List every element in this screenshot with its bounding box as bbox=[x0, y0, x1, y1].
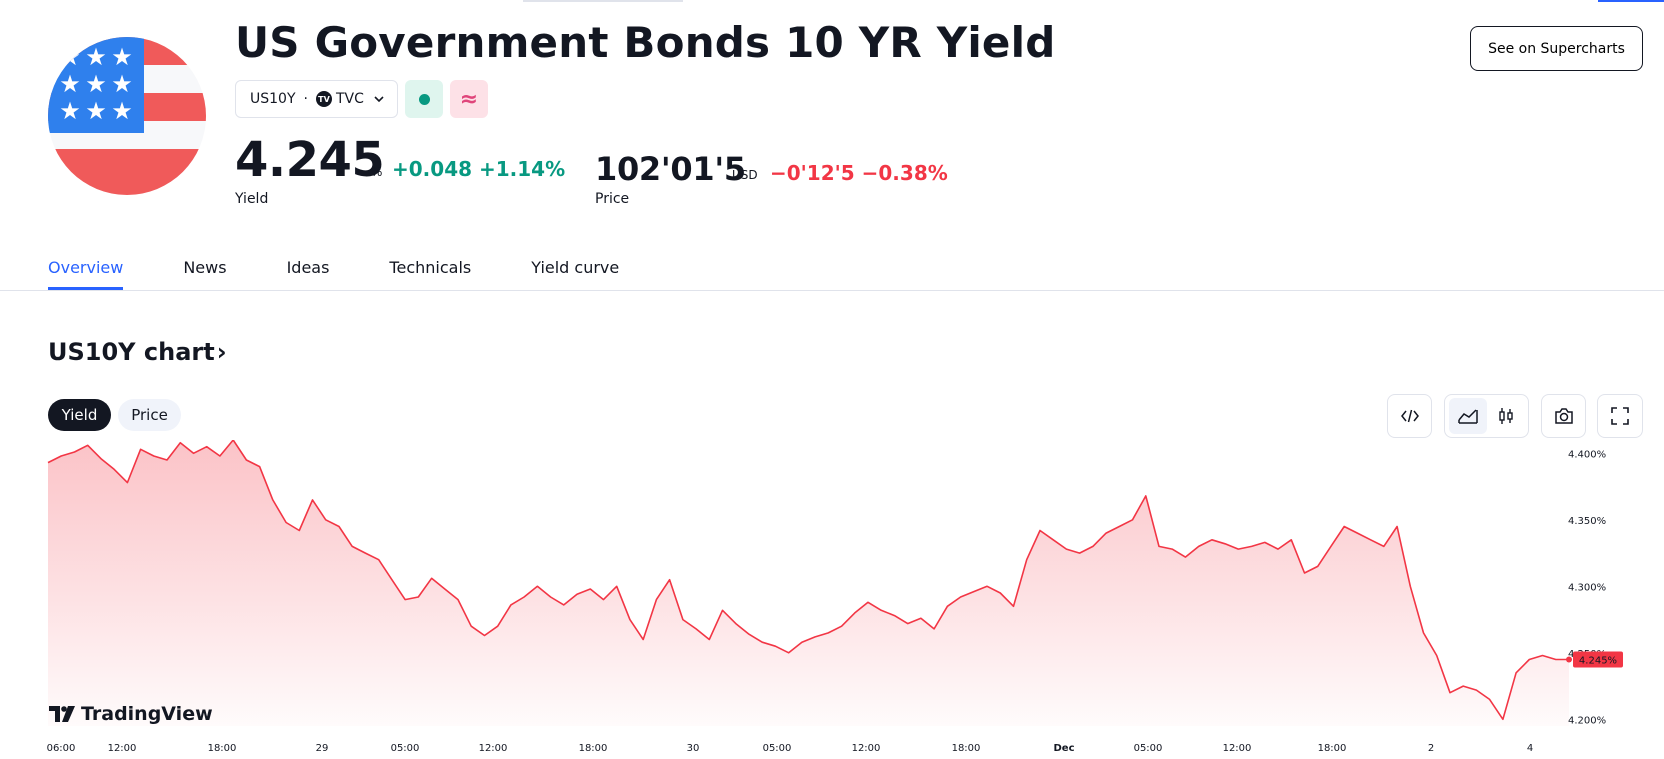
yield-label: Yield bbox=[235, 191, 269, 207]
fullscreen-button[interactable] bbox=[1597, 394, 1643, 438]
x-axis-tick-label: 12:00 bbox=[1223, 743, 1252, 754]
tabs-divider bbox=[0, 290, 1664, 291]
x-axis-tick-label: 12:00 bbox=[852, 743, 881, 754]
x-axis-tick-label: 4 bbox=[1527, 743, 1533, 754]
tradingview-logo: TradingView bbox=[49, 703, 213, 725]
yield-unit: % bbox=[371, 165, 383, 179]
x-axis-tick-label: 18:00 bbox=[1318, 743, 1347, 754]
chart-area-fill bbox=[48, 440, 1569, 726]
tradingview-brand-text: TradingView bbox=[81, 703, 213, 725]
svg-text:★: ★ bbox=[111, 70, 133, 98]
x-axis-tick-label: 05:00 bbox=[1134, 743, 1163, 754]
tab-news[interactable]: News bbox=[183, 258, 227, 277]
chevron-right-icon: › bbox=[216, 338, 227, 366]
svg-text:★: ★ bbox=[111, 43, 133, 71]
svg-text:★: ★ bbox=[85, 97, 107, 125]
last-value-label: 4.245% bbox=[1579, 655, 1617, 666]
svg-text:★: ★ bbox=[85, 70, 107, 98]
x-axis-tick-label: 05:00 bbox=[391, 743, 420, 754]
chart-series-line bbox=[47, 440, 1569, 721]
y-axis-tick-label: 4.300% bbox=[1568, 582, 1606, 593]
yield-value: 4.245 bbox=[235, 132, 385, 188]
tab-overview[interactable]: Overview bbox=[48, 258, 124, 290]
status-dot-icon bbox=[418, 93, 430, 105]
symbol-label: US10Y bbox=[250, 91, 296, 107]
price-value: 102'01'5 bbox=[595, 150, 746, 188]
candles-chart-button[interactable] bbox=[1487, 398, 1525, 434]
chevron-down-icon bbox=[374, 96, 384, 103]
market-status-button[interactable] bbox=[405, 80, 443, 118]
snapshot-button[interactable] bbox=[1541, 394, 1586, 438]
area-chart-icon bbox=[1457, 409, 1478, 424]
yield-toggle-button[interactable]: Yield bbox=[48, 399, 111, 431]
embed-button[interactable] bbox=[1387, 394, 1432, 438]
y-axis-tick-label: 4.200% bbox=[1568, 715, 1606, 726]
separator-dot: · bbox=[303, 91, 308, 107]
us-flag-icon: ★ ★ ★ ★ ★ ★ ★ ★ ★ bbox=[48, 37, 206, 195]
exchange-label: TVC bbox=[335, 91, 364, 107]
tab-yield-curve[interactable]: Yield curve bbox=[531, 258, 620, 277]
x-axis-tick-label: 18:00 bbox=[952, 743, 981, 754]
x-axis-tick-label: 18:00 bbox=[579, 743, 608, 754]
last-value-dot bbox=[1566, 656, 1572, 663]
area-chart-button[interactable] bbox=[1448, 398, 1487, 434]
x-axis-tick-label: 18:00 bbox=[208, 743, 237, 754]
last-value-badge bbox=[1573, 651, 1623, 668]
chart-title-text: US10Y chart bbox=[48, 338, 215, 366]
yield-change: +0.048 +1.14% bbox=[392, 157, 566, 181]
fullscreen-icon bbox=[1611, 407, 1629, 425]
tab-bar: Overview News Ideas Technicals Yield cur… bbox=[48, 258, 679, 290]
price-toggle-button[interactable]: Price bbox=[118, 399, 181, 431]
svg-text:★: ★ bbox=[59, 70, 81, 98]
x-axis-tick-label: 2 bbox=[1428, 743, 1434, 754]
yield-chart[interactable]: 4.400%4.350%4.300%4.250%4.200% 06:0012:0… bbox=[0, 440, 1664, 759]
top-accent-line bbox=[1598, 0, 1664, 2]
tab-ideas[interactable]: Ideas bbox=[286, 258, 330, 277]
chart-title-link[interactable]: US10Y chart› bbox=[48, 338, 227, 366]
exchange-logo-icon: TV bbox=[315, 91, 332, 107]
svg-text:★: ★ bbox=[85, 43, 107, 71]
svg-text:★: ★ bbox=[59, 97, 81, 125]
symbol-selector[interactable]: US10Y · TV TVC bbox=[235, 80, 398, 118]
x-axis-tick-label: 30 bbox=[687, 743, 700, 754]
x-axis-tick-label: Dec bbox=[1053, 743, 1074, 754]
price-label: Price bbox=[595, 191, 630, 207]
code-icon bbox=[1400, 409, 1419, 423]
page-title: US Government Bonds 10 YR Yield bbox=[235, 18, 1056, 67]
x-axis-tick-label: 29 bbox=[316, 743, 329, 754]
svg-text:★: ★ bbox=[111, 97, 133, 125]
chart-style-group bbox=[1444, 394, 1529, 438]
delayed-data-button[interactable]: ≈ bbox=[450, 80, 488, 118]
delay-icon: ≈ bbox=[459, 86, 479, 112]
x-axis-tick-label: 06:00 bbox=[47, 743, 76, 754]
y-axis-tick-label: 4.350% bbox=[1568, 516, 1606, 527]
tab-technicals[interactable]: Technicals bbox=[389, 258, 472, 277]
tradingview-logo-icon bbox=[49, 706, 75, 722]
top-decoration-line bbox=[523, 0, 683, 2]
candles-icon bbox=[1498, 408, 1513, 424]
price-change: −0'12'5 −0.38% bbox=[770, 161, 948, 185]
x-axis-tick-label: 12:00 bbox=[108, 743, 137, 754]
price-unit: USD bbox=[732, 168, 758, 182]
x-axis-tick-label: 12:00 bbox=[479, 743, 508, 754]
y-axis-tick-label: 4.400% bbox=[1568, 449, 1606, 460]
x-axis-tick-label: 05:00 bbox=[763, 743, 792, 754]
see-on-supercharts-button[interactable]: See on Supercharts bbox=[1470, 26, 1643, 71]
svg-text:★: ★ bbox=[59, 43, 81, 71]
camera-icon bbox=[1554, 408, 1573, 424]
